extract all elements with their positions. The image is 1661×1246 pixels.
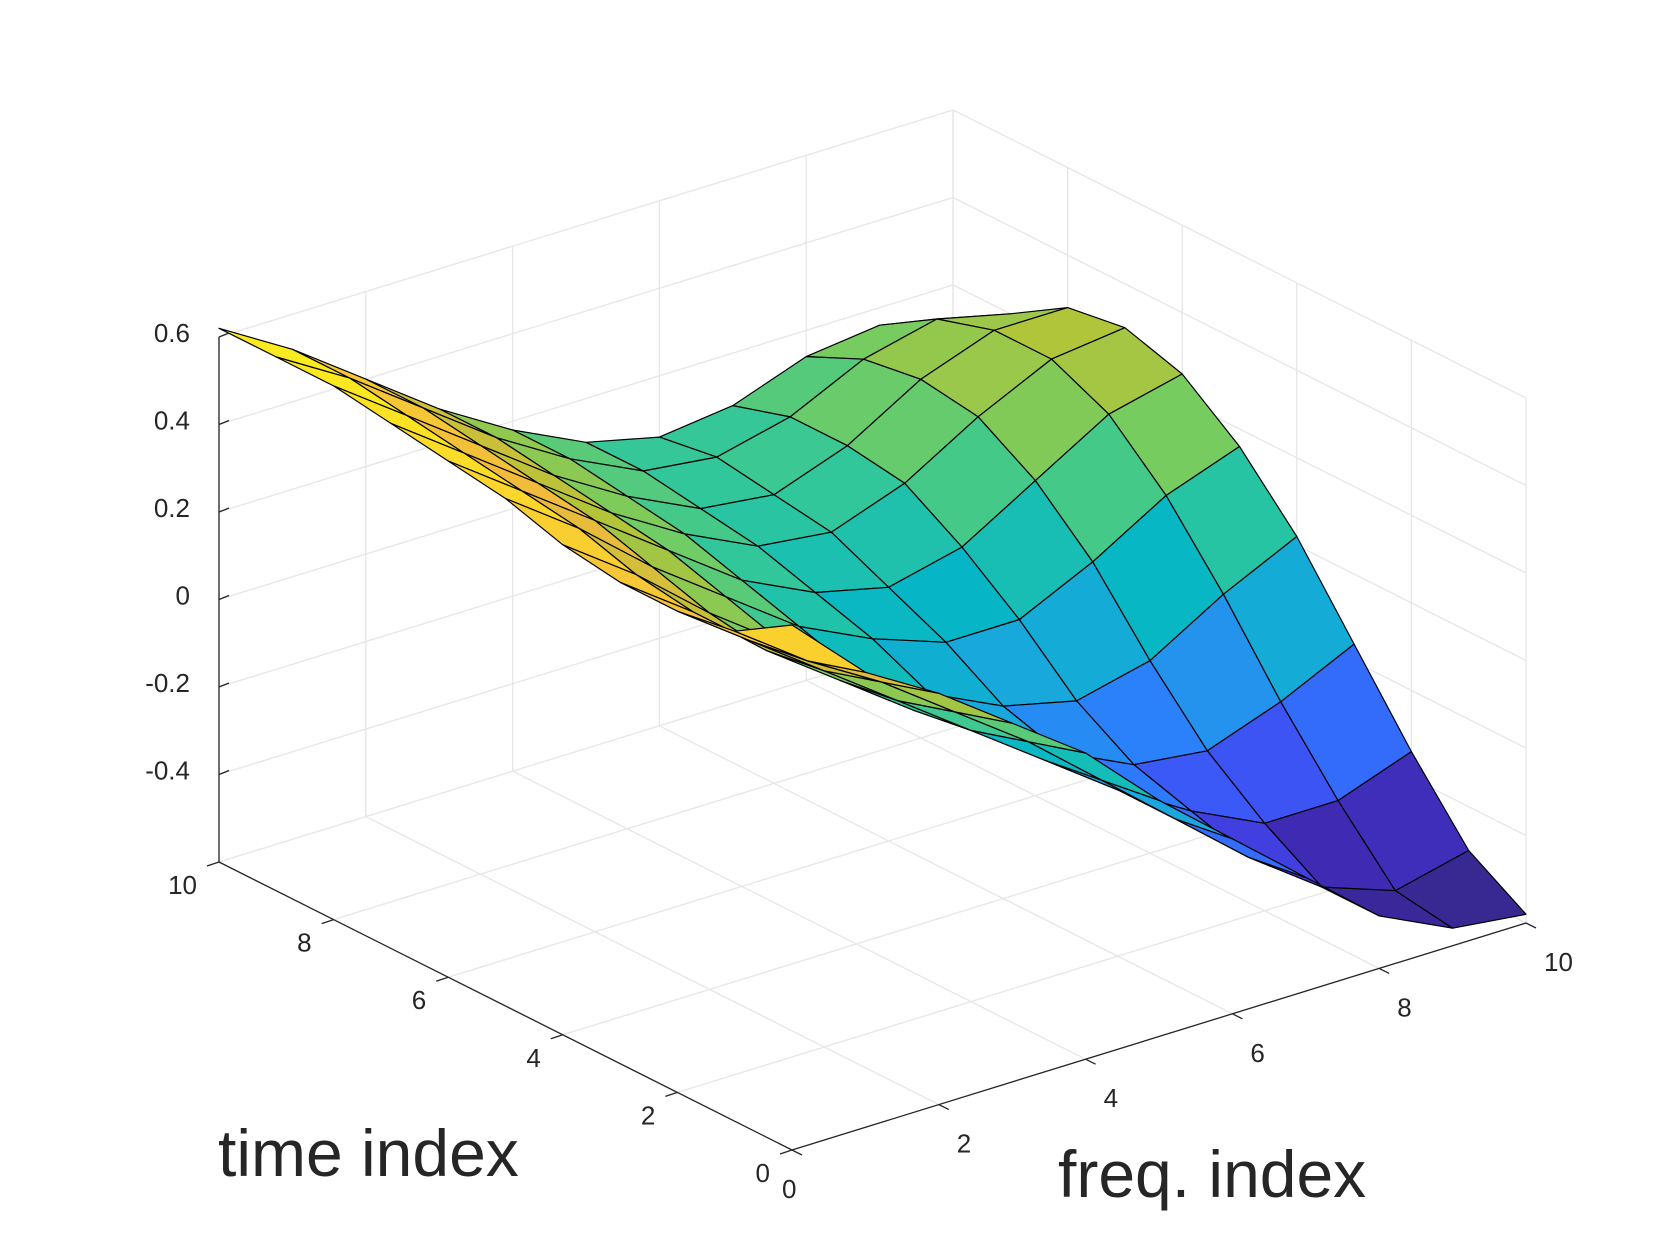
freq-tick-mark [1525,922,1537,929]
time-tick-mark [321,918,334,925]
floor-gridline [448,749,1183,978]
freq-tick-mark [1085,1058,1096,1065]
time-tick-label: 0 [756,1158,770,1188]
freq-tick-label: 2 [957,1129,971,1159]
time-tick-mark [779,1149,793,1155]
freq-tick-mark [1378,967,1390,974]
z-tick-label: -0.4 [145,756,190,786]
time-tick-mark [206,861,220,867]
z-tick-label: 0 [176,581,190,611]
surface-patch [734,624,867,673]
freq-tick-label: 6 [1250,1038,1264,1068]
z-tick-mark [218,332,230,338]
z-tick-label: 0.4 [154,406,190,436]
axes-lines [206,332,1537,1156]
z-tick-mark [218,507,230,513]
wall-gridline [952,109,1527,399]
freq-tick-mark [791,1149,803,1156]
floor-gridline [333,691,1068,921]
floor-gridline [805,679,1380,969]
z-tick-mark [218,594,230,601]
wall-gridline [952,196,1527,487]
wall-gridline [218,109,954,338]
freq-tick-label: 10 [1544,947,1573,977]
time-tick-label: 10 [168,870,197,900]
surface-patch [218,327,351,379]
freq-tick-mark [938,1104,950,1111]
time-tick-label: 4 [526,1043,540,1073]
time-tick-label: 8 [297,928,311,958]
floor-gridline [365,816,940,1106]
z-tick-mark [218,769,230,776]
z-tick-label: 0.6 [154,318,190,348]
z-tick-label: -0.2 [145,668,190,698]
time-axis-label: time index [218,1116,519,1190]
wall-gridline [218,284,954,513]
freq-tick-mark [1232,1013,1243,1020]
time-tick-label: 6 [412,985,426,1015]
freq-axis-label: freq. index [1058,1137,1366,1211]
surface-mesh [218,307,1527,929]
z-tick-label: 0.2 [154,493,190,523]
time-axis-line [218,861,793,1151]
time-tick-mark [665,1091,678,1098]
time-tick-label: 2 [641,1100,655,1130]
freq-tick-label: 0 [782,1174,796,1204]
time-tick-mark [550,1034,564,1040]
floor-gridline [677,864,1412,1094]
freq-tick-label: 8 [1397,992,1411,1022]
freq-tick-label: 4 [1104,1083,1118,1113]
floor-gridline [659,725,1233,1015]
time-tick-mark [435,976,449,982]
tick-labels: 0 2 4 6 8 10 0 2 4 6 8 10 -0.4 -0.2 0 0.2 0.4 0.6 [145,318,1573,1204]
floor-gridline [562,807,1297,1036]
z-tick-mark [218,682,230,688]
surface-patch [275,356,408,417]
freq-axis-line [791,922,1527,1151]
z-tick-mark [218,419,230,426]
floor-gridline [512,770,1086,1060]
